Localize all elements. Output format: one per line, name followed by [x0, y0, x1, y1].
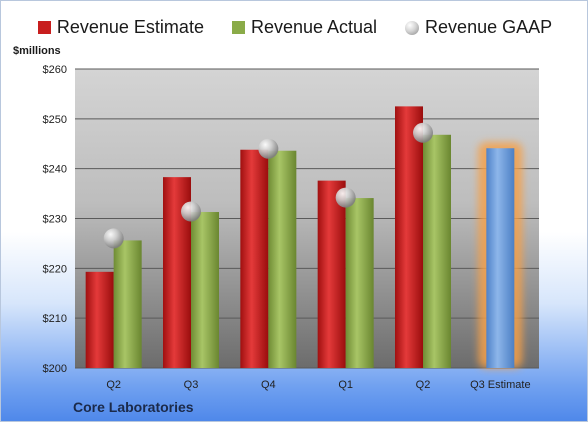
y-axis-ticks: $200 $210 $220 $230 $240 $250 $260 [43, 64, 67, 375]
company-name: Core Laboratories [73, 399, 194, 415]
legend-swatch-estimate [37, 21, 51, 34]
x-tick-label: Q3 Estimate [470, 379, 531, 391]
legend-item-actual: Revenue Actual [231, 17, 378, 38]
legend-label-gaap: Revenue GAAP [425, 17, 553, 37]
bar-revenue-actual [113, 240, 142, 368]
y-axis-unit-label: $millions [13, 45, 61, 57]
x-axis-ticks: Q2 Q3 Q4 Q1 Q2 Q3 Estimate [106, 379, 530, 391]
y-tick-label: $200 [43, 363, 67, 375]
legend-label-actual: Revenue Actual [250, 17, 378, 37]
gridlines [75, 68, 539, 369]
x-tick-label: Q2 [416, 379, 431, 391]
legend-item-gaap: Revenue GAAP [405, 17, 552, 38]
marker-revenue-gaap [181, 201, 201, 222]
x-tick-label: Q2 [106, 379, 121, 391]
x-tick-label: Q3 [184, 379, 199, 391]
bars [85, 106, 523, 368]
y-tick-label: $250 [43, 114, 67, 126]
legend-label-estimate: Revenue Estimate [56, 17, 204, 37]
legend-item-estimate: Revenue Estimate [37, 17, 204, 38]
bar-revenue-estimate [240, 149, 269, 368]
legend: Revenue Estimate Revenue Actual Revenue … [1, 17, 588, 38]
bar-revenue-actual [268, 150, 297, 368]
marker-revenue-gaap [413, 122, 433, 143]
x-tick-label: Q4 [261, 379, 276, 391]
marker-revenue-gaap [258, 138, 279, 159]
bar-revenue-actual [423, 134, 451, 368]
bar-revenue-estimate [395, 106, 423, 368]
marker-revenue-gaap [103, 228, 124, 249]
legend-swatch-actual [231, 21, 245, 34]
bar-revenue-estimate [317, 180, 346, 368]
y-tick-label: $210 [43, 313, 67, 325]
bar-revenue-projected [486, 148, 515, 368]
bar-revenue-actual [345, 198, 374, 368]
bar-revenue-estimate [85, 271, 114, 368]
gaap-markers [103, 122, 433, 249]
y-tick-label: $260 [43, 64, 67, 76]
x-tick-label: Q1 [338, 379, 353, 391]
y-tick-label: $220 [43, 263, 67, 275]
legend-swatch-gaap [405, 20, 420, 35]
marker-revenue-gaap [335, 187, 356, 208]
y-tick-label: $230 [43, 214, 67, 226]
bar-revenue-actual [191, 212, 219, 368]
y-tick-label: $240 [43, 164, 67, 176]
